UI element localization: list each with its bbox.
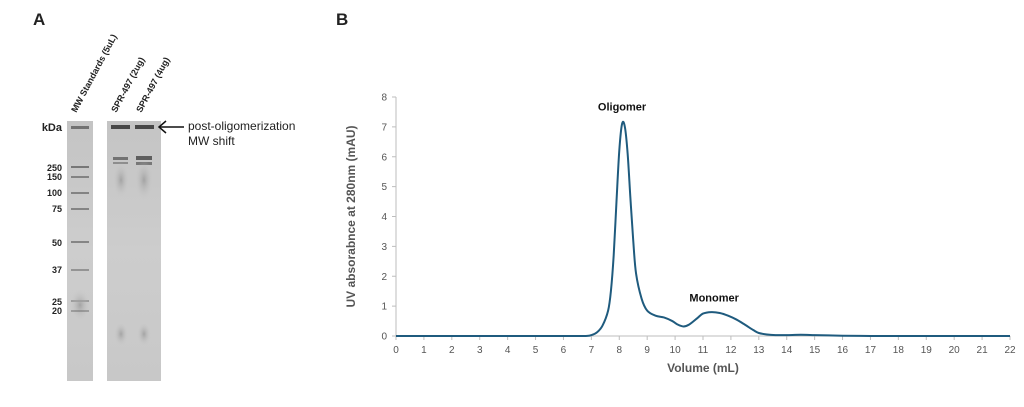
y-tick-label: 0 <box>381 332 387 343</box>
peak-annotation: Oligomer <box>598 101 647 113</box>
x-tick-label: 7 <box>589 345 595 356</box>
gel-image <box>67 120 184 381</box>
mw-marker-20: 20 <box>51 306 62 316</box>
x-tick-label: 8 <box>616 345 622 356</box>
panel-a-letter: A <box>33 10 46 29</box>
annotation-line-1: post-oligomerization <box>188 119 296 133</box>
y-axis-label: UV absorabnce at 280nm (mAU) <box>344 125 358 307</box>
x-tick-label: 1 <box>421 345 427 356</box>
arrow-left-icon <box>157 120 184 134</box>
x-tick-label: 11 <box>698 345 709 356</box>
mw-marker-37: 37 <box>51 265 62 275</box>
x-tick-label: 19 <box>921 345 933 356</box>
x-axis-label: Volume (mL) <box>667 361 739 375</box>
annotation-line-2: MW shift <box>188 134 235 148</box>
x-tick-label: 4 <box>505 345 511 356</box>
y-tick-label: 6 <box>381 152 387 163</box>
x-tick-label: 12 <box>725 345 737 356</box>
x-tick-label: 10 <box>670 345 682 356</box>
series-line <box>396 120 1010 338</box>
mw-marker-150: 150 <box>46 172 62 182</box>
panel-a: A MW Standards (5uL) SPR-497 (2ug) SPR-4… <box>0 0 330 407</box>
x-tick-label: 3 <box>477 345 483 356</box>
mw-marker-100: 100 <box>46 188 62 198</box>
x-tick-label: 6 <box>561 345 567 356</box>
x-tick-label: 18 <box>893 345 905 356</box>
x-tick-label: 22 <box>1004 345 1016 356</box>
panel-b-letter: B <box>336 10 349 29</box>
y-tick-label: 3 <box>381 242 387 253</box>
y-tick-label: 8 <box>381 93 387 104</box>
panel-b: B 0 1 2 3 4 5 6 7 8 0 1 2 3 4 5 6 7 8 9 10 11 12 13 14 15 16 17 18 1… <box>330 0 1024 407</box>
y-tick-label: 1 <box>381 302 387 313</box>
x-tick-label: 13 <box>753 345 765 356</box>
mw-marker-50: 50 <box>51 238 62 248</box>
x-tick-label: 9 <box>644 345 650 356</box>
x-tick-label: 2 <box>449 345 455 356</box>
y-tick-label: 4 <box>381 212 387 223</box>
y-tick-label: 7 <box>381 122 387 133</box>
x-tick-label: 14 <box>781 345 793 356</box>
x-tick-label: 21 <box>977 345 989 356</box>
x-tick-label: 0 <box>393 345 399 356</box>
mw-marker-250: 250 <box>46 163 62 173</box>
mw-marker-75: 75 <box>51 204 62 214</box>
peak-annotation: Monomer <box>689 293 739 305</box>
y-tick-label: 2 <box>381 272 387 283</box>
mw-standards-lane <box>67 121 93 381</box>
x-tick-label: 20 <box>949 345 961 356</box>
kda-label: kDa <box>41 122 62 134</box>
x-tick-label: 5 <box>533 345 539 356</box>
y-tick-label: 5 <box>381 182 387 193</box>
x-tick-label: 16 <box>837 345 849 356</box>
mw-marker-25: 25 <box>51 297 62 307</box>
x-tick-label: 15 <box>809 345 821 356</box>
x-tick-label: 17 <box>865 345 877 356</box>
